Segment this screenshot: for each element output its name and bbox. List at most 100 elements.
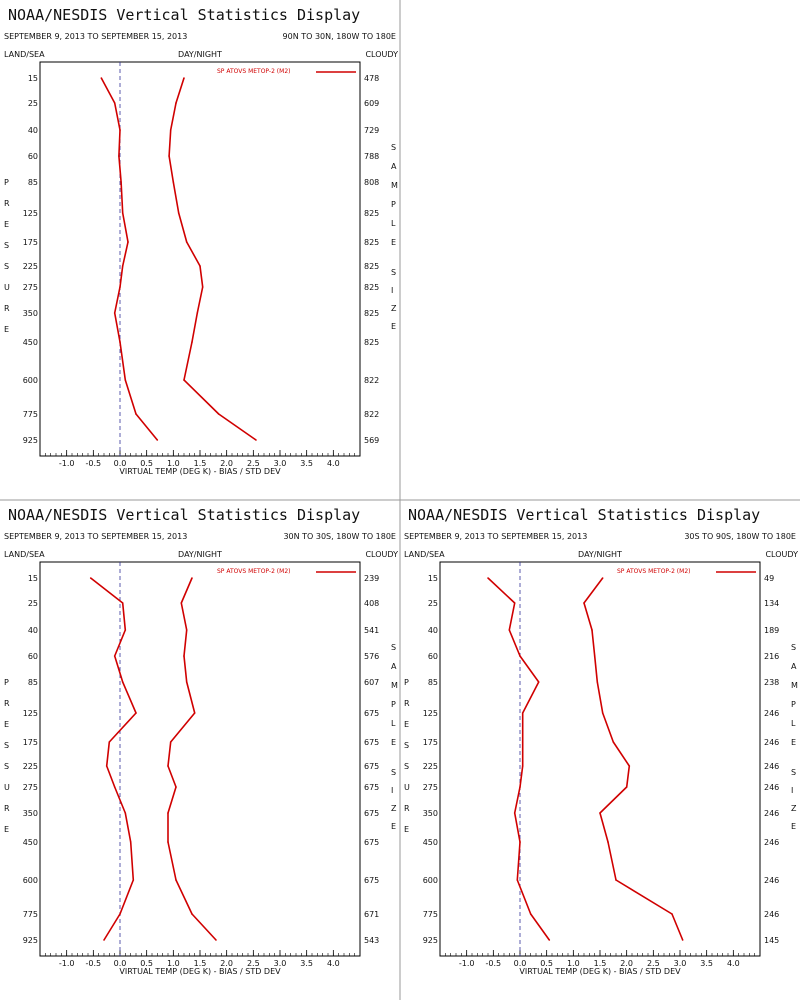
pressure-axis-letter: E [4,220,9,229]
size-axis-letter: E [391,822,396,831]
pressure-level-label: 85 [428,678,438,687]
x-tick-label: 2.0 [620,959,633,968]
pressure-axis-letter: E [4,720,9,729]
pressure-level-label: 275 [23,783,38,792]
legend-label: SP ATOVS METOP-2 (M2) [217,68,290,75]
bias-point [548,939,551,941]
sample-axis-letter: A [391,662,397,671]
bias-point [119,341,121,343]
x-tick-label: -1.0 [59,959,75,968]
pressure-axis-letter: R [404,804,410,813]
pressure-axis-letter: E [404,720,409,729]
pressure-axis-letter: S [4,241,9,250]
pressure-level-label: 125 [423,709,438,718]
pressure-axis-letter: R [4,804,10,813]
std-dev-point [175,786,177,788]
std-dev-line [168,77,257,441]
pressure-level-label: 450 [23,838,38,847]
sample-size-label: 675 [364,876,379,885]
date-range: SEPTEMBER 9, 2013 TO SEPTEMBER 15, 2013 [4,532,187,541]
sample-size-label: 246 [764,809,779,818]
x-tick-label: 3.0 [274,959,287,968]
x-tick-label: 3.5 [700,959,713,968]
pressure-level-label: 225 [23,762,38,771]
bias-point [521,741,524,743]
panel-title: NOAA/NESDIS Vertical Statistics Display [408,506,760,524]
pressure-axis-letter: S [4,762,9,771]
land-sea-label: LAND/SEA [4,50,45,59]
pressure-axis-letter: E [4,825,9,834]
std-dev-point [167,841,169,843]
bias-point [124,629,127,631]
pressure-level-label: 15 [28,574,38,583]
std-dev-point [180,602,183,604]
std-dev-point [167,765,169,767]
pressure-level-label: 25 [428,599,438,608]
pressure-level-label: 60 [428,652,438,661]
cloudy-label: CLOUDY [365,550,398,559]
std-dev-point [615,879,617,881]
pressure-level-label: 925 [423,936,438,945]
sample-size-label: 246 [764,876,779,885]
sample-axis-letter: S [791,643,796,652]
region-label: 90N TO 30N, 180W TO 180E [283,32,396,41]
size-axis-letter: E [791,822,796,831]
bias-point [519,786,521,788]
cloudy-label: CLOUDY [765,550,798,559]
pressure-level-label: 85 [28,678,38,687]
sample-size-label: 609 [364,99,379,108]
bias-point [108,741,111,743]
std-dev-point [191,341,193,343]
std-dev-point [628,765,631,767]
sample-size-label: 675 [364,838,379,847]
pressure-axis-letter: E [404,825,409,834]
x-tick-label: 0.0 [514,959,527,968]
bias-point [513,602,516,604]
bias-line [90,577,137,941]
bias-point [132,879,135,881]
sample-size-label: 145 [764,936,779,945]
sample-axis-letter: L [391,719,396,728]
sample-size-label: 675 [364,809,379,818]
sample-size-label: 246 [764,838,779,847]
size-axis-letter: Z [391,804,397,813]
std-dev-point [681,939,684,941]
sample-size-label: 825 [364,309,379,318]
sample-axis-letter: P [391,700,396,709]
bias-point [487,577,489,579]
sample-size-label: 607 [364,678,379,687]
legend-label: SP ATOVS METOP-2 (M2) [617,568,690,575]
sample-axis-letter: E [391,238,396,247]
x-axis-label: VIRTUAL TEMP (DEG K) - BIAS / STD DEV [519,967,681,976]
pressure-level-label: 775 [23,410,38,419]
std-dev-point [169,129,172,131]
size-axis-letter: Z [391,304,397,313]
pressure-axis-letter: S [404,762,409,771]
bias-point [124,379,127,381]
sample-axis-letter: E [391,738,396,747]
x-tick-label: 4.0 [727,959,740,968]
x-tick-label: 1.5 [594,959,607,968]
sample-size-label: 246 [764,709,779,718]
size-axis-letter: S [391,268,396,277]
pressure-axis-letter: R [4,304,10,313]
std-dev-point [612,741,615,743]
bias-point [121,602,124,604]
pressure-level-label: 775 [423,910,438,919]
sample-axis-letter: L [391,219,396,228]
sample-size-label: 408 [364,599,379,608]
std-dev-point [196,312,199,314]
std-dev-point [183,77,185,79]
bias-line [100,77,158,441]
x-tick-label: -0.5 [86,959,102,968]
sample-size-label: 49 [764,574,774,583]
pressure-level-label: 15 [28,74,38,83]
std-dev-point [599,812,601,814]
land-sea-label: LAND/SEA [4,550,45,559]
date-range: SEPTEMBER 9, 2013 TO SEPTEMBER 15, 2013 [4,32,187,41]
sample-size-label: 675 [364,738,379,747]
bias-point [156,439,159,441]
plot-frame [39,561,361,957]
sample-axis-letter: A [791,662,797,671]
